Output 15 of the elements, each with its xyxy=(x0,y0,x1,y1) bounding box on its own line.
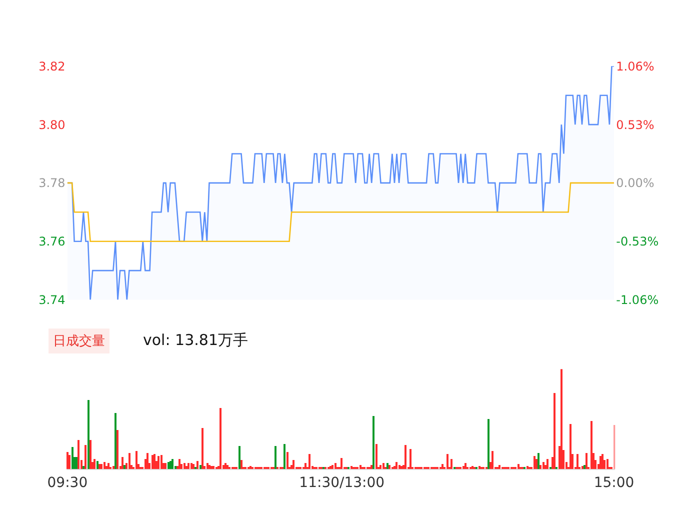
text: vol: 13.81万手 xyxy=(143,331,248,349)
y2-tick-label: 0.53% xyxy=(616,118,654,132)
y2-tick-label: 1.06% xyxy=(616,59,654,74)
x-tick-label: 15:00 xyxy=(594,474,634,491)
y2-tick-label: -0.53% xyxy=(616,234,659,249)
y-tick-label: 3.80 xyxy=(38,118,66,132)
y-tick-label: 3.78 xyxy=(38,176,66,190)
x-tick-label: 09:30 xyxy=(47,474,88,491)
y-tick-label: 3.82 xyxy=(38,59,66,74)
x-tick-label: 11:30/13:00 xyxy=(299,474,385,491)
text: 日成交量 xyxy=(53,333,105,349)
y-tick-label: 3.74 xyxy=(38,292,66,307)
y2-tick-label: -1.06% xyxy=(616,292,659,307)
y-tick-label: 3.76 xyxy=(38,234,66,249)
y2-tick-label: 0.00% xyxy=(616,176,654,190)
